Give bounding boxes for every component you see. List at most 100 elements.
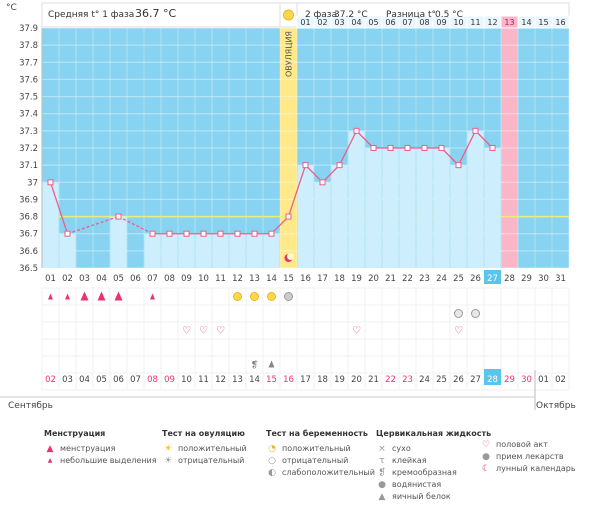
temperature-bar <box>246 233 263 268</box>
weak-test-icon: ◐ <box>268 468 276 478</box>
data-point <box>285 213 292 220</box>
data-point <box>149 230 156 237</box>
date-label: 19 <box>334 375 345 385</box>
line-segment <box>457 130 477 166</box>
data-point <box>438 145 445 151</box>
temperature-bar <box>450 165 467 268</box>
legend-title: Тест на овуляцию <box>162 429 245 438</box>
cycle-day-label: 03 <box>79 274 90 284</box>
cycle-day-label: 09 <box>181 274 192 284</box>
legend-item: ● прием лекарств <box>480 451 576 463</box>
heart-icon: ♡ <box>199 326 208 337</box>
legend-pregnancy-test: Тест на беременность ◔ положительный ○ отр… <box>266 428 375 479</box>
date-label: 17 <box>300 375 311 385</box>
day-highlight <box>484 270 501 284</box>
cycle-day-label: 24 <box>436 274 447 284</box>
date-label: 13 <box>232 375 243 385</box>
heart-icon: ♡ <box>454 326 463 337</box>
date-label: 23 <box>402 375 413 385</box>
data-point <box>319 179 326 186</box>
phase2-day-label: 03 <box>334 18 344 27</box>
legend-item: τ клейкая <box>376 455 491 467</box>
temperature-bar <box>314 182 331 268</box>
y-tick-label: 37.4 <box>19 110 38 120</box>
small-drop-icon <box>48 293 53 300</box>
line-segment <box>49 182 69 234</box>
y-axis-label: °C <box>6 3 17 13</box>
data-point <box>217 230 224 237</box>
cycle-day-label: 16 <box>300 274 311 284</box>
date-label: 22 <box>385 375 396 385</box>
temperature-bar <box>161 233 178 268</box>
cycle-day-label: 10 <box>198 274 209 284</box>
data-point <box>183 230 190 237</box>
data-point <box>353 127 360 134</box>
temperature-bar <box>399 148 416 268</box>
date-label: 18 <box>317 375 328 385</box>
drop-icon <box>97 291 106 301</box>
phase2-day-label: 09 <box>436 18 446 27</box>
line-segment <box>287 164 307 217</box>
phase2-day-label: 01 <box>300 18 310 27</box>
phase2-day-label: 15 <box>538 18 548 27</box>
date-label: 26 <box>453 375 464 385</box>
legend-item: ▲ менструация <box>44 443 157 455</box>
pill-icon: ● <box>482 452 490 462</box>
temperature-line <box>47 127 496 237</box>
symbol-rows: ♡ ♡ ♡ ♡ ♡ ❡ <box>41 287 570 391</box>
data-point <box>404 145 411 151</box>
data-point <box>302 162 309 169</box>
y-tick-label: 37.5 <box>19 93 38 103</box>
cycle-day-label: 30 <box>538 274 549 284</box>
cycle-day-label: 21 <box>385 274 396 284</box>
legend-label: отрицательный <box>178 456 245 465</box>
legend-label: лунный календарь <box>496 464 576 473</box>
temperature-bar <box>467 130 484 268</box>
y-tick-label: 36.5 <box>19 264 38 274</box>
y-tick-label: 36.9 <box>19 195 38 205</box>
temperature-bar <box>144 233 161 268</box>
temperature-bar <box>229 233 246 268</box>
phase2-day-cell <box>551 15 570 29</box>
sun-icon <box>283 9 294 21</box>
temperature-bar <box>484 148 501 268</box>
legend-label: слабоположительный <box>282 468 375 477</box>
phase2-day-label: 10 <box>453 18 463 27</box>
date-label: 07 <box>130 375 141 385</box>
legend-item: ▲ небольшие выделения <box>44 455 157 467</box>
weak-test-icon <box>454 309 463 318</box>
temperature-bar <box>195 233 212 268</box>
date-label: 27 <box>470 375 481 385</box>
temperature-bar <box>416 148 433 268</box>
date-label: 28 <box>487 375 498 385</box>
egg-white-icon <box>268 360 275 368</box>
cycle-day-label: 22 <box>402 274 413 284</box>
date-label: 05 <box>96 375 107 385</box>
phase2-day-label: 12 <box>487 18 497 27</box>
month-left: Сентябрь <box>8 401 53 411</box>
date-label: 02 <box>45 375 56 385</box>
data-point <box>455 162 462 169</box>
heart-icon: ♡ <box>481 440 491 450</box>
date-label: 02 <box>555 375 566 385</box>
phase2-day-label: 14 <box>521 18 531 27</box>
legend-label: сухо <box>392 444 411 453</box>
y-tick-label: 37 <box>27 178 38 188</box>
date-label: 08 <box>147 375 158 385</box>
data-point <box>234 230 241 237</box>
legend-item: ▲ яичный белок <box>376 491 491 503</box>
legend-item: ● водянистая <box>376 479 491 491</box>
y-tick-label: 37.8 <box>19 41 38 51</box>
cycle-day-label: 05 <box>113 274 124 284</box>
data-point <box>268 230 275 237</box>
small-drop-icon: ▲ <box>47 457 53 464</box>
bbt-chart: ОВУЛЯЦИЯ °C 37.9 37.8 37.7 37.6 37.5 37.4 37.3 37… <box>0 2 576 411</box>
temperature-bar <box>59 233 76 268</box>
legend-other: ♡ половой акт ● прием лекарств ☾ лунный кал… <box>480 439 576 475</box>
date-label: 01 <box>538 375 549 385</box>
date-label: 14 <box>249 375 260 385</box>
date-label: 12 <box>215 375 226 385</box>
phase2-day-label: 13 <box>504 18 514 27</box>
y-tick-label: 37.7 <box>19 58 38 68</box>
phase1-background <box>42 28 280 268</box>
